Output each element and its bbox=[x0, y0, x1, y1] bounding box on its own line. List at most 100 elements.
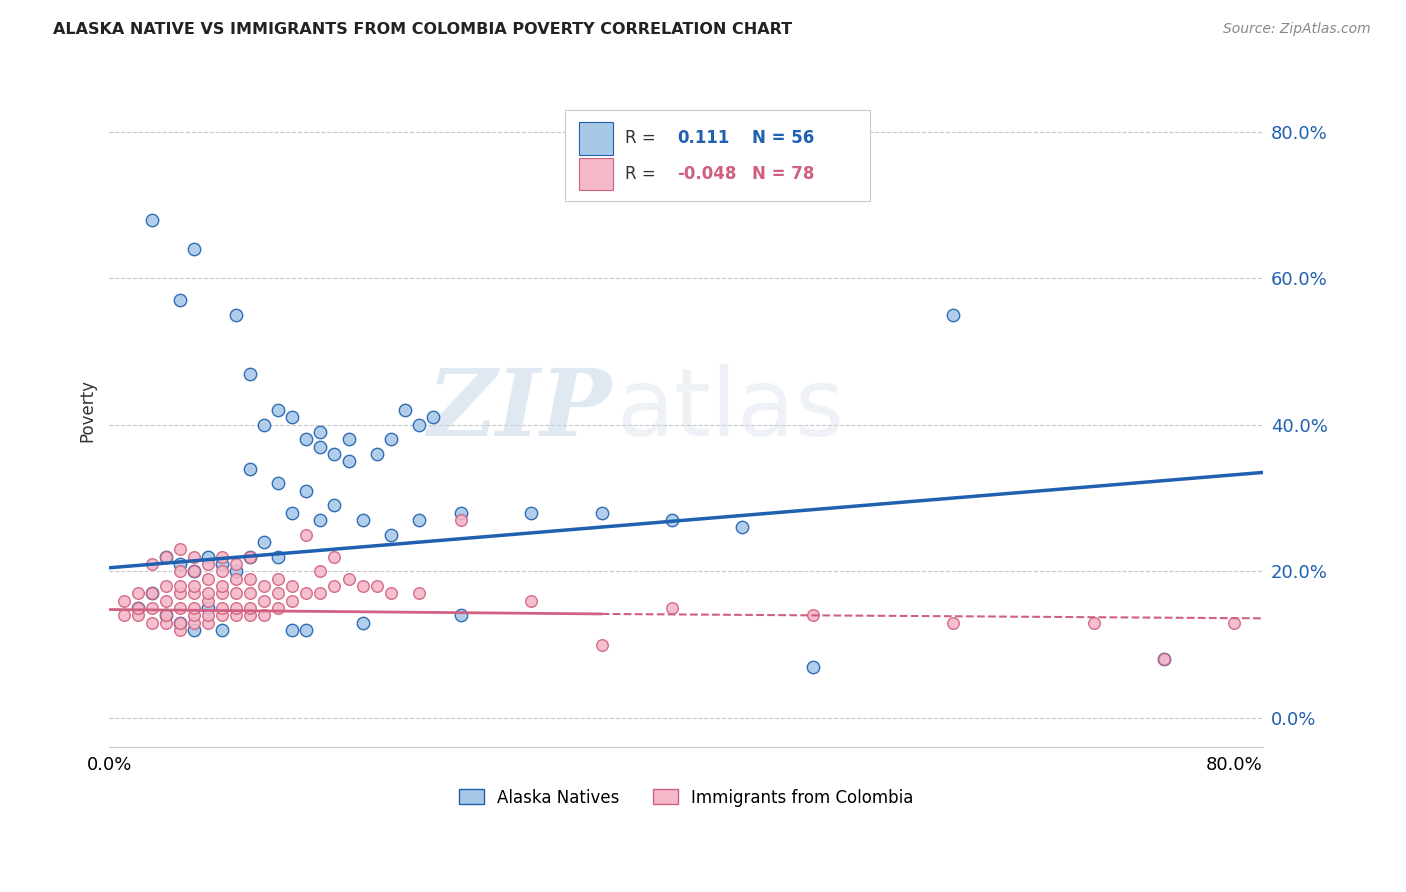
Point bbox=[141, 586, 163, 600]
Point bbox=[211, 623, 233, 637]
Point bbox=[253, 608, 276, 623]
Point bbox=[323, 447, 346, 461]
Point bbox=[309, 440, 332, 454]
Point bbox=[197, 586, 219, 600]
FancyBboxPatch shape bbox=[579, 122, 613, 154]
Point bbox=[239, 367, 262, 381]
Point bbox=[141, 557, 163, 571]
Point bbox=[169, 557, 191, 571]
Point bbox=[352, 513, 374, 527]
Point bbox=[141, 615, 163, 630]
Point bbox=[169, 601, 191, 615]
Point bbox=[253, 593, 276, 607]
Point bbox=[169, 542, 191, 557]
Point bbox=[239, 601, 262, 615]
Point bbox=[155, 579, 177, 593]
Point bbox=[422, 410, 444, 425]
Point bbox=[225, 601, 247, 615]
Point bbox=[591, 506, 613, 520]
Point bbox=[141, 586, 163, 600]
Point bbox=[520, 593, 543, 607]
Point bbox=[281, 623, 304, 637]
Point bbox=[183, 242, 205, 256]
Point bbox=[942, 615, 965, 630]
Point bbox=[295, 623, 318, 637]
Point bbox=[183, 608, 205, 623]
Point bbox=[450, 506, 472, 520]
Point bbox=[239, 549, 262, 564]
Point bbox=[253, 579, 276, 593]
Point bbox=[197, 572, 219, 586]
Point bbox=[281, 579, 304, 593]
Point bbox=[337, 433, 360, 447]
Point bbox=[352, 615, 374, 630]
Point bbox=[155, 608, 177, 623]
Point bbox=[225, 565, 247, 579]
Point bbox=[127, 608, 149, 623]
Point bbox=[1083, 615, 1105, 630]
Point bbox=[155, 615, 177, 630]
Point bbox=[197, 557, 219, 571]
Point bbox=[323, 549, 346, 564]
Point bbox=[211, 565, 233, 579]
Point bbox=[450, 608, 472, 623]
Text: N = 78: N = 78 bbox=[752, 165, 814, 183]
Point bbox=[225, 557, 247, 571]
Point bbox=[225, 608, 247, 623]
Point bbox=[127, 601, 149, 615]
Point bbox=[112, 593, 135, 607]
Point bbox=[197, 615, 219, 630]
Point bbox=[169, 579, 191, 593]
Point bbox=[155, 593, 177, 607]
Point bbox=[661, 601, 683, 615]
Point bbox=[366, 579, 388, 593]
Point bbox=[197, 593, 219, 607]
Point bbox=[169, 293, 191, 308]
Point bbox=[731, 520, 754, 534]
Point bbox=[197, 608, 219, 623]
Point bbox=[225, 308, 247, 322]
Point bbox=[155, 608, 177, 623]
Point bbox=[169, 615, 191, 630]
Point bbox=[295, 586, 318, 600]
Point bbox=[239, 586, 262, 600]
Point bbox=[281, 506, 304, 520]
Point bbox=[197, 601, 219, 615]
Point bbox=[211, 608, 233, 623]
Point bbox=[169, 586, 191, 600]
Legend: Alaska Natives, Immigrants from Colombia: Alaska Natives, Immigrants from Colombia bbox=[451, 782, 920, 814]
Point bbox=[183, 565, 205, 579]
Text: ALASKA NATIVE VS IMMIGRANTS FROM COLOMBIA POVERTY CORRELATION CHART: ALASKA NATIVE VS IMMIGRANTS FROM COLOMBI… bbox=[53, 22, 793, 37]
Point bbox=[380, 586, 402, 600]
Point bbox=[408, 417, 430, 432]
Point bbox=[380, 433, 402, 447]
Point bbox=[450, 513, 472, 527]
Point bbox=[323, 499, 346, 513]
Point bbox=[394, 403, 416, 417]
Point bbox=[520, 506, 543, 520]
FancyBboxPatch shape bbox=[579, 158, 613, 190]
Point bbox=[239, 572, 262, 586]
Point bbox=[183, 615, 205, 630]
Point bbox=[239, 549, 262, 564]
Point bbox=[337, 454, 360, 468]
Point bbox=[295, 483, 318, 498]
Point bbox=[661, 513, 683, 527]
Point bbox=[1223, 615, 1246, 630]
Point bbox=[1153, 652, 1175, 666]
Point bbox=[211, 601, 233, 615]
Point bbox=[267, 572, 290, 586]
Point bbox=[309, 425, 332, 439]
Point bbox=[225, 586, 247, 600]
Point bbox=[366, 447, 388, 461]
Point bbox=[408, 586, 430, 600]
Point bbox=[323, 579, 346, 593]
Point bbox=[239, 608, 262, 623]
Point bbox=[239, 462, 262, 476]
Point bbox=[211, 586, 233, 600]
Point bbox=[169, 615, 191, 630]
Point bbox=[211, 549, 233, 564]
Point bbox=[169, 623, 191, 637]
Point bbox=[942, 308, 965, 322]
Text: R =: R = bbox=[624, 165, 655, 183]
